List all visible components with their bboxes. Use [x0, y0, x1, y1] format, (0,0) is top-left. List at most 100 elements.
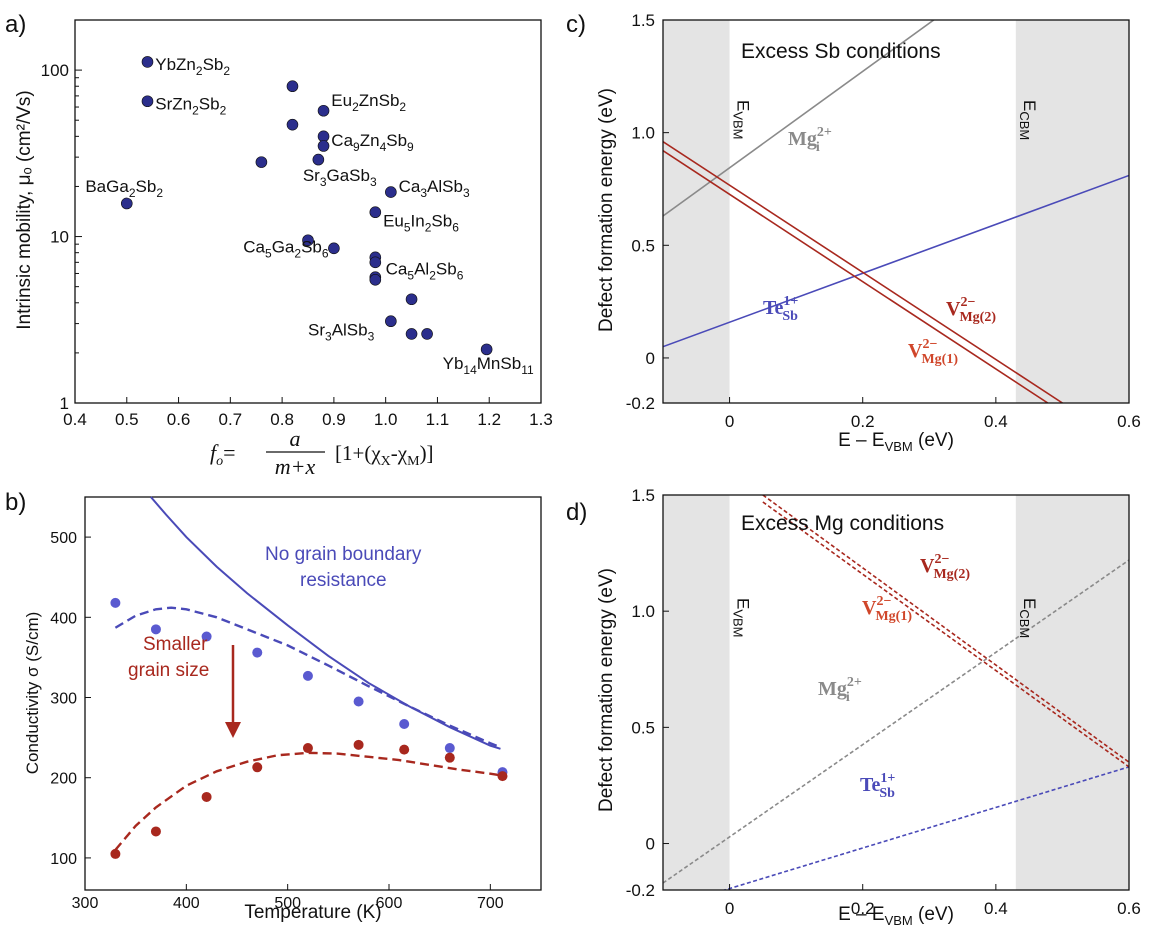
scatter-point [317, 140, 330, 152]
c-defect-label: V2− Mg(2) [946, 295, 996, 325]
b-ytick-label: 400 [50, 610, 77, 627]
panel-b-frame [84, 496, 542, 891]
scatter-point [286, 118, 299, 131]
panel-c-ylabel: Defect formation energy (eV) [596, 88, 617, 332]
b-data-point [110, 597, 121, 608]
panel-c-xlabel: E – EVBM (eV) [838, 430, 954, 454]
b-series-line [114, 751, 501, 851]
a-xtick-label: 0.7 [219, 410, 243, 429]
compound-label: Ca9Zn4Sb9 [331, 131, 414, 154]
compound-label: Ca5Ga2Sb6 [243, 238, 329, 261]
c-xtick-label: 0 [725, 412, 734, 431]
scatter-point [405, 293, 418, 306]
scatter-point [120, 197, 133, 210]
a-ytick-label: 10 [50, 228, 69, 247]
b-data-point [497, 771, 508, 782]
annotation-no-gb-1: No grain boundary [265, 544, 422, 565]
c-band-shade [663, 20, 730, 403]
b-data-point [252, 647, 263, 658]
panel-c-frame [662, 19, 1130, 404]
d-defect-line [663, 559, 1129, 884]
b-data-point [201, 631, 212, 642]
scatter-point [421, 328, 433, 340]
b-ytick-label: 300 [50, 691, 77, 708]
annotation-no-gb-2: resistance [300, 570, 387, 591]
scatter-point [317, 104, 330, 117]
panel-d-defect-excess-mg: d) 0 0.2 0.4 0.6 -0.2 0 0.5 1.0 1.5 Excess Mg co… [566, 486, 1141, 925]
panel-a-frame [74, 19, 542, 404]
b-data-point [201, 791, 212, 802]
c-defect-line [663, 140, 1063, 403]
b-data-point [150, 624, 161, 635]
panel-b-xlabel: Temperature (K) [244, 902, 381, 923]
annotation-smaller-2: grain size [128, 660, 209, 681]
d-defect-label: V2− Mg(2) [920, 552, 970, 582]
a-xtick-label: 0.9 [322, 410, 346, 429]
formula-lhs: fo= [210, 440, 236, 469]
formula-rest: [1+(χX-χM)] [335, 441, 434, 469]
panel-c-label: c) [566, 11, 586, 38]
a-xtick-label: 0.6 [167, 410, 191, 429]
annotation-smaller-1: Smaller [143, 634, 208, 655]
scatter-point [255, 156, 268, 168]
scatter-point [480, 343, 493, 356]
d-defect-label: Mg2+ i [818, 675, 862, 705]
d-band-shade [1015, 495, 1129, 890]
compound-label: Sr3AlSb3 [308, 320, 375, 343]
d-band-label: EVBM [731, 598, 753, 638]
b-series-line [150, 496, 501, 750]
c-band-label: EVBM [731, 100, 753, 140]
compound-label: Eu5In2Sb6 [383, 211, 459, 234]
d-ytick-label: 1.5 [631, 486, 655, 505]
d-defect-line [762, 501, 1129, 768]
arrow-down [225, 645, 241, 738]
a-xtick-label: 0.5 [115, 410, 139, 429]
d-ytick-label: 0 [646, 835, 655, 854]
panel-b-ylabel: Conductivity σ (S/cm) [23, 612, 42, 775]
d-defect-line [722, 766, 1129, 890]
panel-c-title: Excess Sb conditions [741, 40, 941, 63]
b-data-point [302, 743, 313, 754]
a-xtick-label: 1.3 [529, 410, 553, 429]
c-xtick-label: 0.2 [851, 412, 875, 431]
compound-label: Eu2ZnSb2 [331, 91, 406, 114]
b-data-point [353, 739, 364, 750]
c-defect-label: Mg2+ i [788, 125, 832, 155]
scatter-point [141, 56, 154, 68]
c-xtick-label: 0.4 [984, 412, 1008, 431]
c-ytick-label: -0.2 [626, 394, 655, 413]
formula-numerator: a [290, 426, 301, 451]
a-xtick-label: 0.8 [270, 410, 294, 429]
b-ytick-label: 100 [50, 851, 77, 868]
panel-b-conductivity: b) 300 400 500 600 700 100 200 300 400 500 Temper… [5, 489, 542, 923]
panel-d-xlabel: E – EVBM (eV) [838, 904, 954, 925]
b-data-point [302, 670, 313, 681]
scatter-point [328, 242, 340, 255]
panel-d-label: d) [566, 499, 587, 526]
scatter-point [369, 256, 382, 269]
compound-label: Yb14MnSb11 [443, 354, 534, 377]
scatter-point [141, 95, 154, 108]
c-ytick-label: 1.5 [631, 11, 655, 30]
scatter-point [385, 186, 397, 198]
c-ytick-label: 0.5 [631, 236, 655, 255]
c-defect-line [663, 174, 1129, 348]
d-defect-line [762, 495, 1129, 763]
panel-a-label: a) [5, 11, 26, 38]
d-xtick-label: 0.4 [984, 899, 1008, 918]
b-series-line [114, 606, 501, 749]
c-xtick-label: 0.6 [1117, 412, 1141, 431]
b-ytick-label: 200 [50, 771, 77, 788]
compound-label: BaGa2Sb2 [85, 177, 163, 200]
b-xtick-label: 700 [477, 895, 504, 912]
c-band-label: ECBM [1017, 100, 1039, 140]
d-xlabel-text: E – EVBM (eV) [838, 904, 954, 925]
scatter-point [312, 153, 325, 166]
c-defect-line [663, 150, 1049, 403]
compound-label: SrZn2Sb2 [155, 94, 226, 117]
b-ytick-label: 500 [50, 530, 77, 547]
compound-label: YbZn2Sb2 [155, 55, 230, 78]
panel-d-frame [662, 494, 1130, 891]
d-series-group [663, 495, 1129, 890]
